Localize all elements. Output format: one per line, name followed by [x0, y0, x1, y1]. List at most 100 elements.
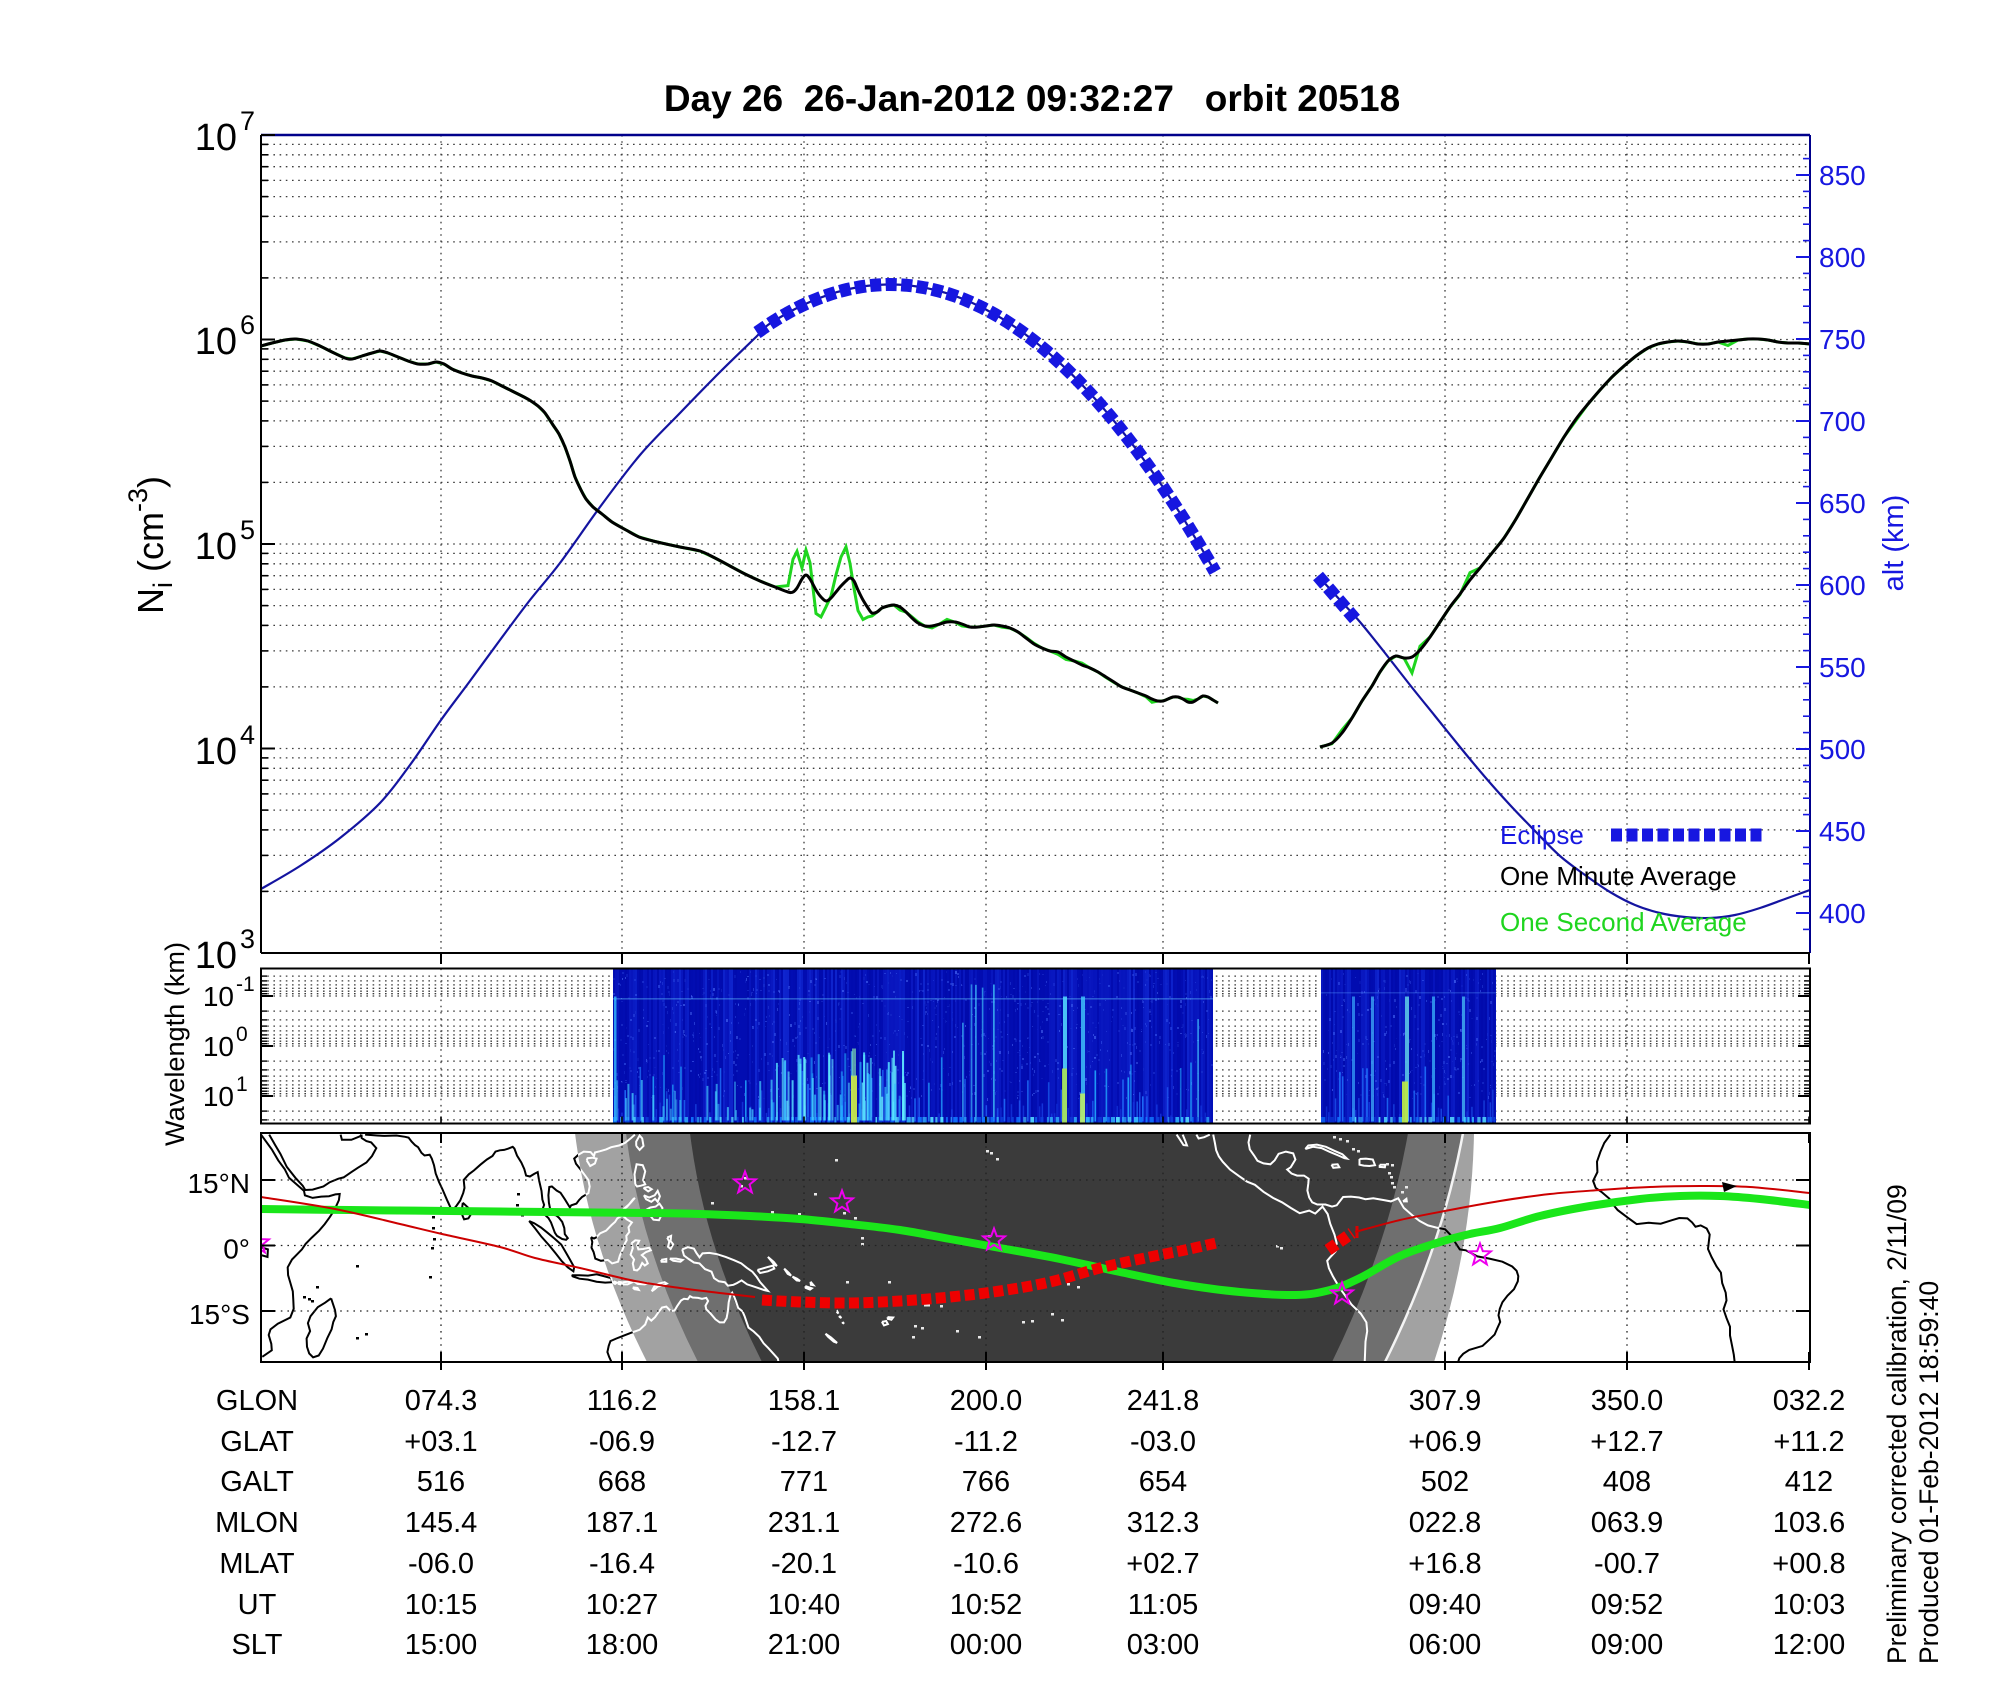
svg-text:Eclipse: Eclipse	[1500, 820, 1584, 850]
svg-text:5: 5	[240, 515, 255, 545]
svg-text:074.3: 074.3	[405, 1385, 478, 1417]
svg-text:4: 4	[240, 720, 255, 750]
svg-text:12:00: 12:00	[1773, 1629, 1846, 1661]
svg-text:400: 400	[1819, 898, 1866, 929]
svg-text:500: 500	[1819, 734, 1866, 765]
svg-text:09:52: 09:52	[1591, 1589, 1664, 1621]
svg-text:+03.1: +03.1	[404, 1426, 477, 1458]
svg-text:-16.4: -16.4	[589, 1548, 655, 1580]
svg-text:09:00: 09:00	[1591, 1629, 1664, 1661]
svg-text:06:00: 06:00	[1409, 1629, 1482, 1661]
svg-text:10: 10	[203, 981, 234, 1012]
svg-text:10: 10	[195, 731, 237, 773]
svg-text:MLON: MLON	[215, 1507, 299, 1539]
svg-text:6: 6	[240, 310, 255, 340]
svg-text:502: 502	[1421, 1466, 1469, 1498]
svg-text:654: 654	[1139, 1466, 1187, 1498]
svg-text:-10.6: -10.6	[953, 1548, 1019, 1580]
svg-text:Preliminary corrected calibrat: Preliminary corrected calibration, 2/11/…	[1882, 1184, 1912, 1664]
svg-text:450: 450	[1819, 816, 1866, 847]
svg-text:-06.9: -06.9	[589, 1426, 655, 1458]
svg-text:145.4: 145.4	[405, 1507, 478, 1539]
svg-text:312.3: 312.3	[1127, 1507, 1200, 1539]
svg-text:15°N: 15°N	[187, 1168, 250, 1199]
svg-text:15°S: 15°S	[189, 1299, 250, 1330]
svg-text:0: 0	[236, 1023, 248, 1046]
svg-text:3: 3	[240, 924, 255, 954]
svg-text:116.2: 116.2	[587, 1385, 657, 1417]
svg-text:+12.7: +12.7	[1590, 1426, 1663, 1458]
svg-text:272.6: 272.6	[950, 1507, 1023, 1539]
svg-text:158.1: 158.1	[768, 1385, 841, 1417]
svg-text:Produced 01-Feb-2012 18:59:40: Produced 01-Feb-2012 18:59:40	[1914, 1281, 1944, 1664]
svg-text:600: 600	[1819, 570, 1866, 601]
svg-text:766: 766	[962, 1466, 1010, 1498]
svg-text:-00.7: -00.7	[1594, 1548, 1660, 1580]
svg-text:SLT: SLT	[231, 1629, 282, 1661]
svg-text:771: 771	[780, 1466, 828, 1498]
svg-text:GALT: GALT	[220, 1466, 294, 1498]
svg-text:Day 26 26-Jan-2012 09:32:27: Day 26 26-Jan-2012 09:32:27 orbit 20518	[664, 78, 1400, 119]
svg-text:10:40: 10:40	[768, 1589, 841, 1621]
svg-text:800: 800	[1819, 242, 1866, 273]
svg-text:700: 700	[1819, 406, 1866, 437]
svg-text:103.6: 103.6	[1773, 1507, 1846, 1539]
svg-text:10: 10	[195, 321, 237, 363]
svg-text:187.1: 187.1	[586, 1507, 659, 1539]
svg-text:022.8: 022.8	[1409, 1507, 1482, 1539]
svg-text:Wavelength (km): Wavelength (km)	[160, 942, 190, 1146]
svg-text:One Minute Average: One Minute Average	[1500, 861, 1737, 891]
svg-text:200.0: 200.0	[950, 1385, 1023, 1417]
svg-text:241.8: 241.8	[1127, 1385, 1200, 1417]
svg-text:10:52: 10:52	[950, 1589, 1023, 1621]
svg-text:alt (km): alt (km)	[1878, 495, 1910, 592]
svg-text:032.2: 032.2	[1773, 1385, 1846, 1417]
svg-text:10:15: 10:15	[405, 1589, 478, 1621]
svg-text:10: 10	[195, 117, 237, 159]
svg-text:516: 516	[417, 1466, 465, 1498]
svg-text:-06.0: -06.0	[408, 1548, 474, 1580]
svg-text:550: 550	[1819, 652, 1866, 683]
svg-text:10: 10	[195, 526, 237, 568]
svg-text:-1: -1	[236, 973, 255, 996]
svg-text:10:03: 10:03	[1773, 1589, 1846, 1621]
svg-text:+02.7: +02.7	[1126, 1548, 1199, 1580]
svg-text:408: 408	[1603, 1466, 1651, 1498]
svg-text:7: 7	[240, 106, 255, 136]
svg-text:-20.1: -20.1	[771, 1548, 837, 1580]
svg-text:668: 668	[598, 1466, 646, 1498]
svg-text:+06.9: +06.9	[1408, 1426, 1481, 1458]
svg-text:Ni (cm-3): Ni (cm-3)	[123, 476, 178, 614]
svg-text:03:00: 03:00	[1127, 1629, 1200, 1661]
svg-text:15:00: 15:00	[405, 1629, 478, 1661]
svg-text:09:40: 09:40	[1409, 1589, 1482, 1621]
svg-text:063.9: 063.9	[1591, 1507, 1664, 1539]
svg-text:GLAT: GLAT	[220, 1426, 294, 1458]
svg-text:MLAT: MLAT	[219, 1548, 294, 1580]
svg-text:+11.2: +11.2	[1773, 1426, 1844, 1458]
svg-text:One Second Average: One Second Average	[1500, 907, 1747, 937]
svg-text:-12.7: -12.7	[771, 1426, 837, 1458]
svg-text:+16.8: +16.8	[1408, 1548, 1481, 1580]
svg-text:350.0: 350.0	[1591, 1385, 1664, 1417]
svg-text:412: 412	[1785, 1466, 1833, 1498]
svg-text:18:00: 18:00	[586, 1629, 659, 1661]
svg-text:-11.2: -11.2	[954, 1426, 1018, 1458]
svg-text:UT: UT	[238, 1589, 277, 1621]
svg-text:10: 10	[203, 1081, 234, 1112]
svg-text:11:05: 11:05	[1128, 1589, 1198, 1621]
svg-text:1: 1	[236, 1073, 248, 1096]
svg-text:10: 10	[203, 1031, 234, 1062]
svg-text:GLON: GLON	[216, 1385, 298, 1417]
svg-text:850: 850	[1819, 160, 1866, 191]
svg-text:+00.8: +00.8	[1772, 1548, 1845, 1580]
svg-text:307.9: 307.9	[1409, 1385, 1482, 1417]
svg-text:10:27: 10:27	[586, 1589, 659, 1621]
svg-text:21:00: 21:00	[768, 1629, 841, 1661]
svg-text:750: 750	[1819, 324, 1866, 355]
svg-text:231.1: 231.1	[768, 1507, 841, 1539]
svg-text:10: 10	[195, 935, 237, 977]
svg-text:-03.0: -03.0	[1130, 1426, 1196, 1458]
svg-text:0°: 0°	[223, 1234, 250, 1265]
svg-text:00:00: 00:00	[950, 1629, 1023, 1661]
